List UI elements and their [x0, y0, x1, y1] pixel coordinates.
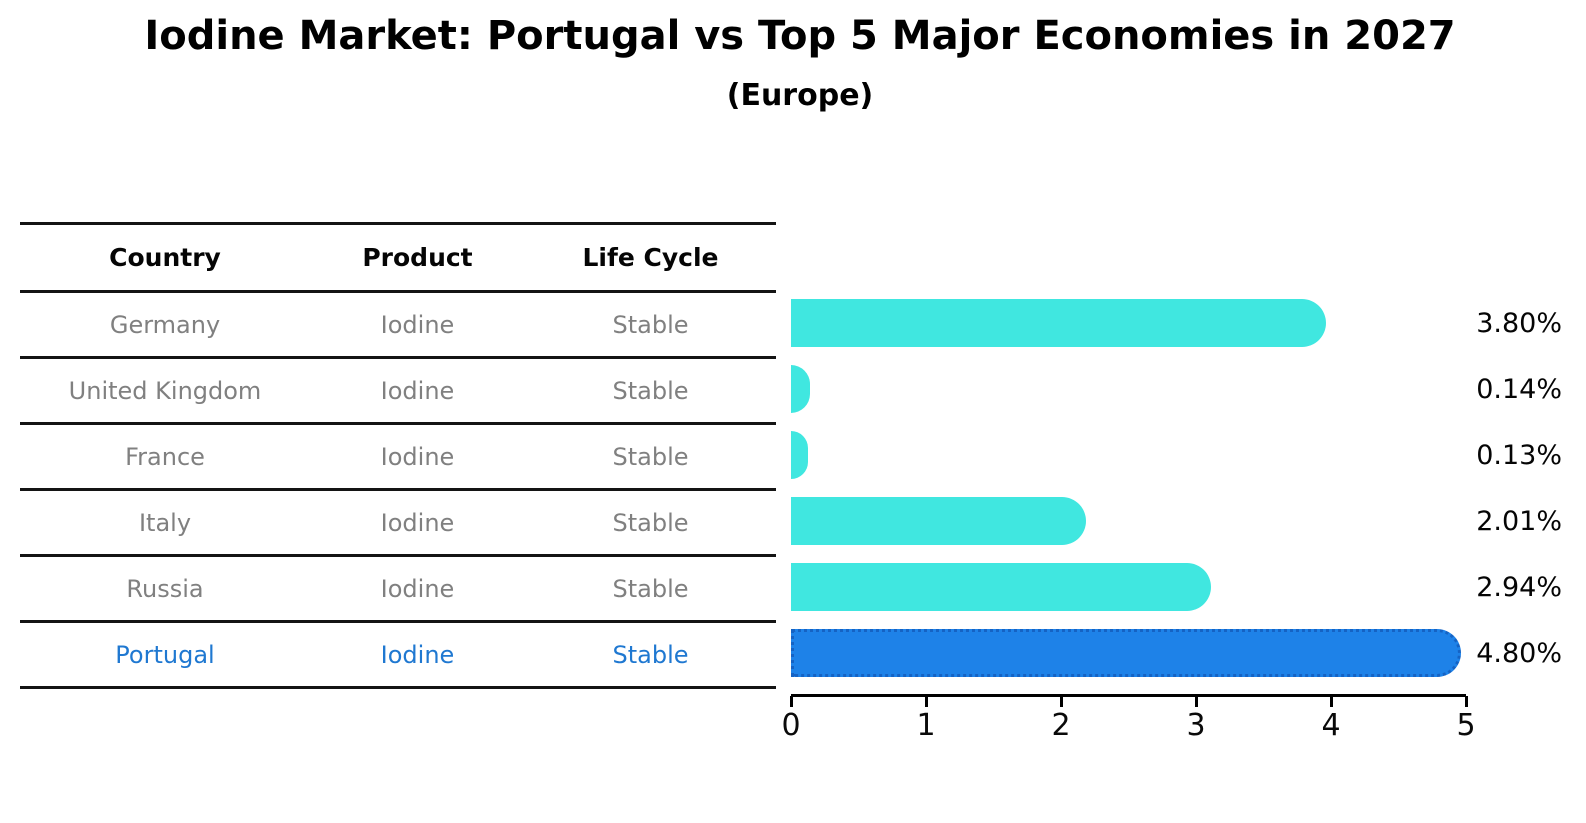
- tick-mark: [1465, 696, 1468, 707]
- tick-mark: [790, 696, 793, 707]
- cell-product: Iodine: [380, 442, 455, 471]
- bar-italy: [791, 497, 1086, 545]
- cell-country: Russia: [126, 574, 204, 603]
- tick-mark: [1060, 696, 1063, 707]
- chart-subtitle: (Europe): [726, 78, 874, 113]
- comparison-table: Country Product Life Cycle Germany Iodin…: [20, 222, 776, 689]
- value-label-france: 0.13%: [1476, 439, 1562, 471]
- cell-life-cycle: Stable: [612, 442, 689, 471]
- value-label-portugal: 4.80%: [1476, 637, 1562, 669]
- bar-france: [791, 431, 809, 479]
- column-header-product: Product: [362, 243, 473, 272]
- tick-mark: [925, 696, 928, 707]
- table-row-united-kingdom: United Kingdom Iodine Stable: [20, 359, 776, 425]
- cell-life-cycle: Stable: [612, 310, 689, 339]
- tick-mark: [1195, 696, 1198, 707]
- cell-country: France: [125, 442, 205, 471]
- cell-product: Iodine: [380, 310, 455, 339]
- cell-life-cycle: Stable: [612, 508, 689, 537]
- cell-life-cycle: Stable: [612, 640, 689, 669]
- cell-product: Iodine: [380, 574, 455, 603]
- bar-row: [791, 488, 1464, 554]
- table-header-row: Country Product Life Cycle: [20, 225, 776, 293]
- value-label-russia: 2.94%: [1476, 571, 1562, 603]
- tick-label: 4: [1321, 708, 1341, 743]
- value-label-germany: 3.80%: [1476, 307, 1562, 339]
- bar-united-kingdom: [791, 365, 810, 413]
- cell-product: Iodine: [380, 376, 455, 405]
- tick-label: 1: [916, 708, 936, 743]
- bar-row: [791, 554, 1464, 620]
- table-row-portugal: Portugal Iodine Stable: [20, 623, 776, 689]
- tick-label: 3: [1186, 708, 1206, 743]
- bar-row: [791, 422, 1464, 488]
- value-label-column: 3.80% 0.14% 0.13% 2.01% 2.94% 4.80%: [1462, 290, 1562, 686]
- cell-life-cycle: Stable: [612, 376, 689, 405]
- table-row-russia: Russia Iodine Stable: [20, 557, 776, 623]
- cell-product: Iodine: [380, 640, 455, 669]
- value-label-italy: 2.01%: [1476, 505, 1562, 537]
- column-header-life-cycle: Life Cycle: [582, 243, 719, 272]
- tick-label: 0: [781, 708, 801, 743]
- cell-life-cycle: Stable: [612, 574, 689, 603]
- table-row-italy: Italy Iodine Stable: [20, 491, 776, 557]
- bar-row: [791, 290, 1464, 356]
- cell-country: United Kingdom: [68, 376, 262, 405]
- x-axis: 0 1 2 3 4 5: [781, 694, 1476, 743]
- tick-label: 5: [1456, 708, 1476, 743]
- cell-country: Italy: [138, 508, 192, 537]
- table-row-germany: Germany Iodine Stable: [20, 293, 776, 359]
- table-row-france: France Iodine Stable: [20, 425, 776, 491]
- bar-plot-area: [791, 290, 1464, 686]
- bar-row: [791, 356, 1464, 422]
- tick-mark: [1330, 696, 1333, 707]
- value-label-united-kingdom: 0.14%: [1476, 373, 1562, 405]
- bar-germany: [791, 299, 1327, 347]
- bar-row: [791, 620, 1464, 686]
- cell-product: Iodine: [380, 508, 455, 537]
- cell-country: Portugal: [115, 640, 215, 669]
- cell-country: Germany: [109, 310, 221, 339]
- bar-russia: [791, 563, 1211, 611]
- column-header-country: Country: [109, 243, 221, 272]
- tick-label: 2: [1051, 708, 1071, 743]
- chart-title: Iodine Market: Portugal vs Top 5 Major E…: [144, 13, 1456, 59]
- bar-portugal: [791, 629, 1462, 677]
